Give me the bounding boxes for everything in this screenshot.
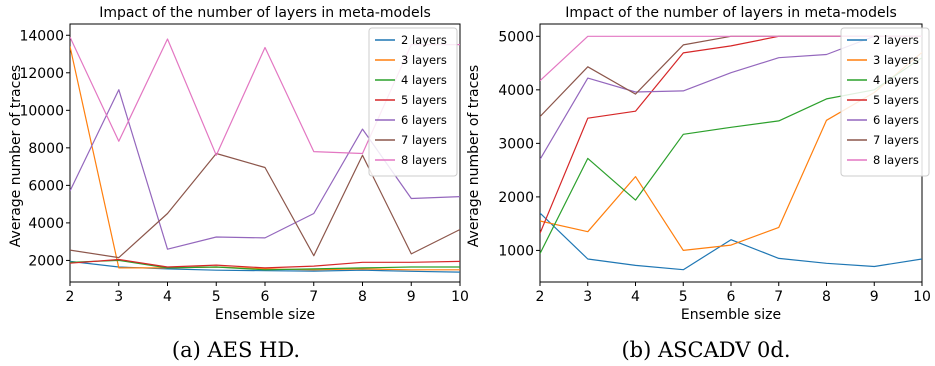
chart-a-legend-label: 4 layers [401,73,447,87]
chart-a-xtick-label: 9 [407,289,416,305]
chart-b-ytick-label: 5000 [498,29,534,45]
chart-a-ytick-label: 14000 [19,28,64,44]
chart-a-ytick-label: 6000 [28,178,64,194]
chart-a-xtick-label: 2 [66,289,75,305]
chart-b-xtick-label: 2 [536,289,545,305]
chart-a-legend-label: 7 layers [401,133,447,147]
chart-b-legend-label: 7 layers [873,133,919,147]
chart-b-ylabel: Average number of traces [466,65,482,247]
chart-a-legend-label: 2 layers [401,33,447,47]
chart-b-xtick-label: 5 [679,289,688,305]
chart-ascadv: Impact of the number of layers in meta-m… [466,5,931,362]
chart-a-xlabel: Ensemble size [215,307,315,323]
chart-b-legend-label: 4 layers [873,73,919,87]
chart-a-xtick-label: 8 [358,289,367,305]
chart-a-xtick-label: 5 [212,289,221,305]
chart-a-legend-label: 8 layers [401,153,447,167]
chart-b-legend-label: 8 layers [873,153,919,167]
chart-b-legend: 2 layers 3 layers 4 layers 5 layers 6 layers… [840,27,930,177]
chart-a-ytick-label: 12000 [19,66,64,82]
chart-a-legend: 2 layers 3 layers 4 layers 5 layers 6 layers… [368,27,458,177]
chart-a-ytick-label: 4000 [28,216,64,232]
chart-a-legend-label: 6 layers [401,113,447,127]
chart-a-plot: 2 3 4 5 6 7 8 9 10 2000 4000 6000 8000 10000 12000 1400… [19,23,469,305]
chart-b-xlabel: Ensemble size [681,307,781,323]
chart-b-xtick-label: 3 [583,289,592,305]
chart-a-xtick-label: 7 [309,289,318,305]
chart-a-title: Impact of the number of layers in meta-m… [99,5,431,21]
chart-a-xtick-label: 3 [114,289,123,305]
caption-b: (b) ASCADV 0d. [621,338,790,362]
chart-aes-hd: Impact of the number of layers in meta-m… [8,5,469,362]
chart-b-ytick-label: 2000 [498,190,534,206]
chart-a-xtick-label: 6 [261,289,270,305]
chart-b-xtick-label: 8 [822,289,831,305]
chart-b-xtick-label: 10 [913,289,931,305]
chart-b-xtick-label: 4 [631,289,640,305]
chart-b-legend-label: 2 layers [873,33,919,47]
chart-a-xtick-label: 10 [451,289,469,305]
chart-a-series-7-layers [70,152,460,259]
chart-a-legend-label: 5 layers [401,93,447,107]
chart-a-series-5-layers [70,258,460,269]
caption-a: (a) AES HD. [172,338,300,362]
chart-a-series-4-layers [70,259,460,271]
chart-a-series-3-layers [70,46,460,271]
chart-b-xtick-label: 9 [870,289,879,305]
chart-b-title: Impact of the number of layers in meta-m… [565,5,897,21]
chart-a-ytick-label: 2000 [28,253,64,269]
chart-b-ytick-label: 3000 [498,136,534,152]
chart-b-legend-label: 5 layers [873,93,919,107]
chart-b-legend-box [840,27,930,177]
chart-b-plot: 2 3 4 5 6 7 8 9 10 1000 2000 3000 4000 5000 2 layers 3 … [498,23,931,305]
chart-b-legend-label: 6 layers [873,113,919,127]
chart-a-ytick-label: 8000 [28,141,64,157]
chart-b-series-2-layers [540,212,922,271]
chart-a-ytick-label: 10000 [19,103,64,119]
chart-a-xtick-label: 4 [163,289,172,305]
chart-a-ylabel: Average number of traces [8,65,24,247]
chart-b-xtick-label: 7 [774,289,783,305]
chart-b-legend-label: 3 layers [873,53,919,67]
chart-b-xtick-label: 6 [727,289,736,305]
chart-b-ytick-label: 1000 [498,243,534,259]
chart-b-ytick-label: 4000 [498,83,534,99]
chart-a-legend-box [368,27,458,177]
chart-a-legend-label: 3 layers [401,53,447,67]
